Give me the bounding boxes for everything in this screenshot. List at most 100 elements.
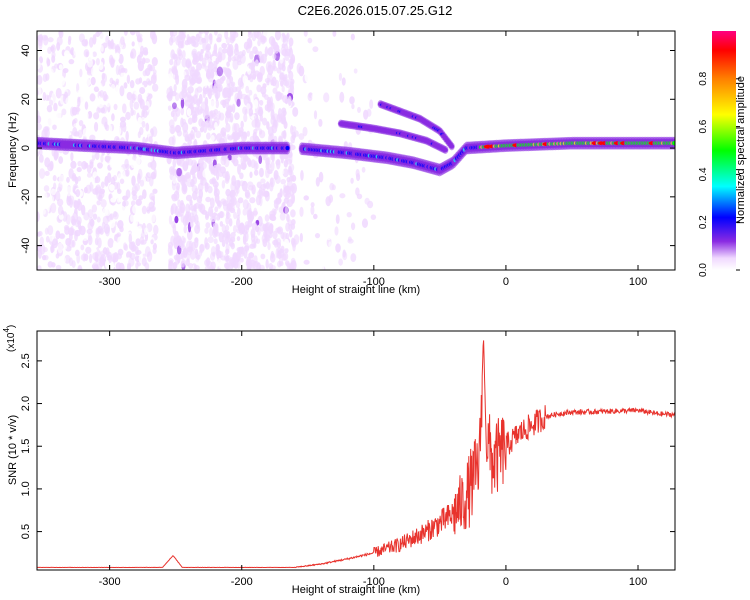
heatmap-cell: [151, 33, 158, 45]
heatmap-cell: [214, 31, 218, 36]
heatmap-cell: [132, 204, 139, 214]
heatmap-cell: [361, 166, 366, 173]
heatmap-cell: [320, 260, 325, 270]
heatmap-cell: [196, 62, 203, 71]
heatmap-cell: [205, 45, 210, 53]
heatmap-cell: [449, 144, 454, 148]
heatmap-cell: [97, 225, 103, 234]
heatmap-cell: [181, 50, 186, 59]
heatmap-cell: [204, 242, 210, 250]
heatmap-cell: [238, 246, 244, 254]
heatmap-cell: [100, 250, 106, 257]
heatmap-cell: [267, 47, 274, 56]
x-tick-label: -200: [231, 276, 253, 288]
heatmap-cell: [200, 48, 204, 54]
heatmap-cell: [283, 197, 290, 204]
heatmap-cell: [253, 169, 259, 176]
heatmap-cell: [233, 47, 239, 56]
heatmap-cell: [347, 236, 352, 242]
heatmap-cell: [311, 93, 317, 100]
snr-xlabel: Height of straight line (km): [292, 584, 420, 596]
heatmap-cell: [215, 165, 221, 173]
heatmap-cell: [258, 155, 263, 165]
heatmap-cell: [254, 50, 260, 56]
heatmap-cell: [168, 136, 175, 146]
heatmap-cell: [112, 240, 118, 250]
heatmap-cell: [82, 127, 89, 137]
heatmap-cell: [113, 103, 118, 111]
heatmap-cell: [268, 224, 274, 234]
heatmap-cell: [367, 257, 371, 268]
heatmap-cell: [249, 50, 254, 60]
heatmap-cell: [350, 177, 354, 184]
heatmap-cell: [199, 244, 204, 254]
y-tick-label: 2.0: [20, 396, 32, 411]
heatmap-cell: [213, 43, 218, 55]
heatmap-cell: [74, 231, 78, 242]
heatmap-cell: [166, 187, 173, 194]
heatmap-cell: [275, 91, 281, 102]
heatmap-cell: [224, 115, 229, 125]
heatmap-cell: [293, 130, 299, 138]
heatmap-cell: [257, 39, 261, 47]
heatmap-cell: [258, 264, 265, 270]
heatmap-cell: [335, 243, 341, 253]
heatmap-cell: [300, 169, 304, 181]
heatmap-cell: [209, 110, 214, 120]
heatmap-cell: [302, 126, 308, 137]
heatmap-cell: [55, 190, 61, 202]
heatmap-cell: [77, 160, 83, 167]
heatmap-cell: [255, 135, 260, 143]
heatmap-cell: [198, 118, 204, 127]
heatmap-cell: [190, 167, 197, 174]
heatmap-cell: [150, 74, 157, 85]
heatmap-cell: [112, 175, 117, 182]
heatmap-cell: [185, 194, 193, 202]
heatmap-cell: [78, 119, 84, 127]
heatmap-cell: [80, 244, 85, 251]
heatmap-cell: [307, 37, 313, 44]
heatmap-cell: [109, 158, 115, 169]
heatmap-cell: [284, 260, 290, 266]
heatmap-cell: [100, 181, 105, 189]
heatmap-cell: [181, 182, 187, 192]
heatmap-cell: [244, 220, 250, 230]
heatmap-cell: [186, 108, 192, 117]
heatmap-cell: [123, 82, 128, 89]
heatmap-cell: [277, 250, 282, 260]
heatmap-cell: [212, 222, 219, 229]
y-tick-label: 1.0: [20, 481, 32, 496]
heatmap-cell: [77, 129, 83, 139]
heatmap-cell: [130, 200, 136, 207]
snr-axes: -300 -200 -100 0 100 0.5 1.0 1.5 2.0 2.5: [20, 331, 675, 588]
heatmap-cell: [246, 202, 252, 214]
x-tick-label: -300: [99, 276, 121, 288]
heatmap-cell: [274, 121, 278, 127]
heatmap-cell: [248, 107, 254, 117]
heatmap-cell: [139, 87, 146, 94]
y-tick-label: -20: [20, 189, 32, 205]
heatmap-cell: [275, 158, 281, 170]
heatmap-cell: [105, 226, 110, 237]
heatmap-cell: [142, 109, 148, 119]
heatmap-cell: [97, 237, 102, 249]
heatmap-cell: [180, 261, 185, 268]
heatmap-cell: [332, 31, 337, 37]
heatmap-cell: [99, 33, 106, 44]
heatmap-cell: [195, 254, 201, 260]
heatmap-cell: [221, 42, 228, 49]
spectrogram-frame: [36, 30, 676, 271]
heatmap-cell: [102, 207, 109, 216]
heatmap-cell: [251, 119, 258, 128]
heatmap-cell: [78, 46, 82, 54]
heatmap-cell: [206, 68, 211, 79]
heatmap-cell: [258, 130, 266, 139]
heatmap-cell: [174, 215, 179, 224]
heatmap-cell: [255, 238, 261, 244]
heatmap-cell: [214, 206, 219, 213]
heatmap-cell: [79, 68, 83, 78]
heatmap-cell: [180, 200, 184, 206]
heatmap-cell: [62, 68, 67, 79]
heatmap-cell: [294, 136, 300, 147]
heatmap-cell: [53, 148, 59, 160]
